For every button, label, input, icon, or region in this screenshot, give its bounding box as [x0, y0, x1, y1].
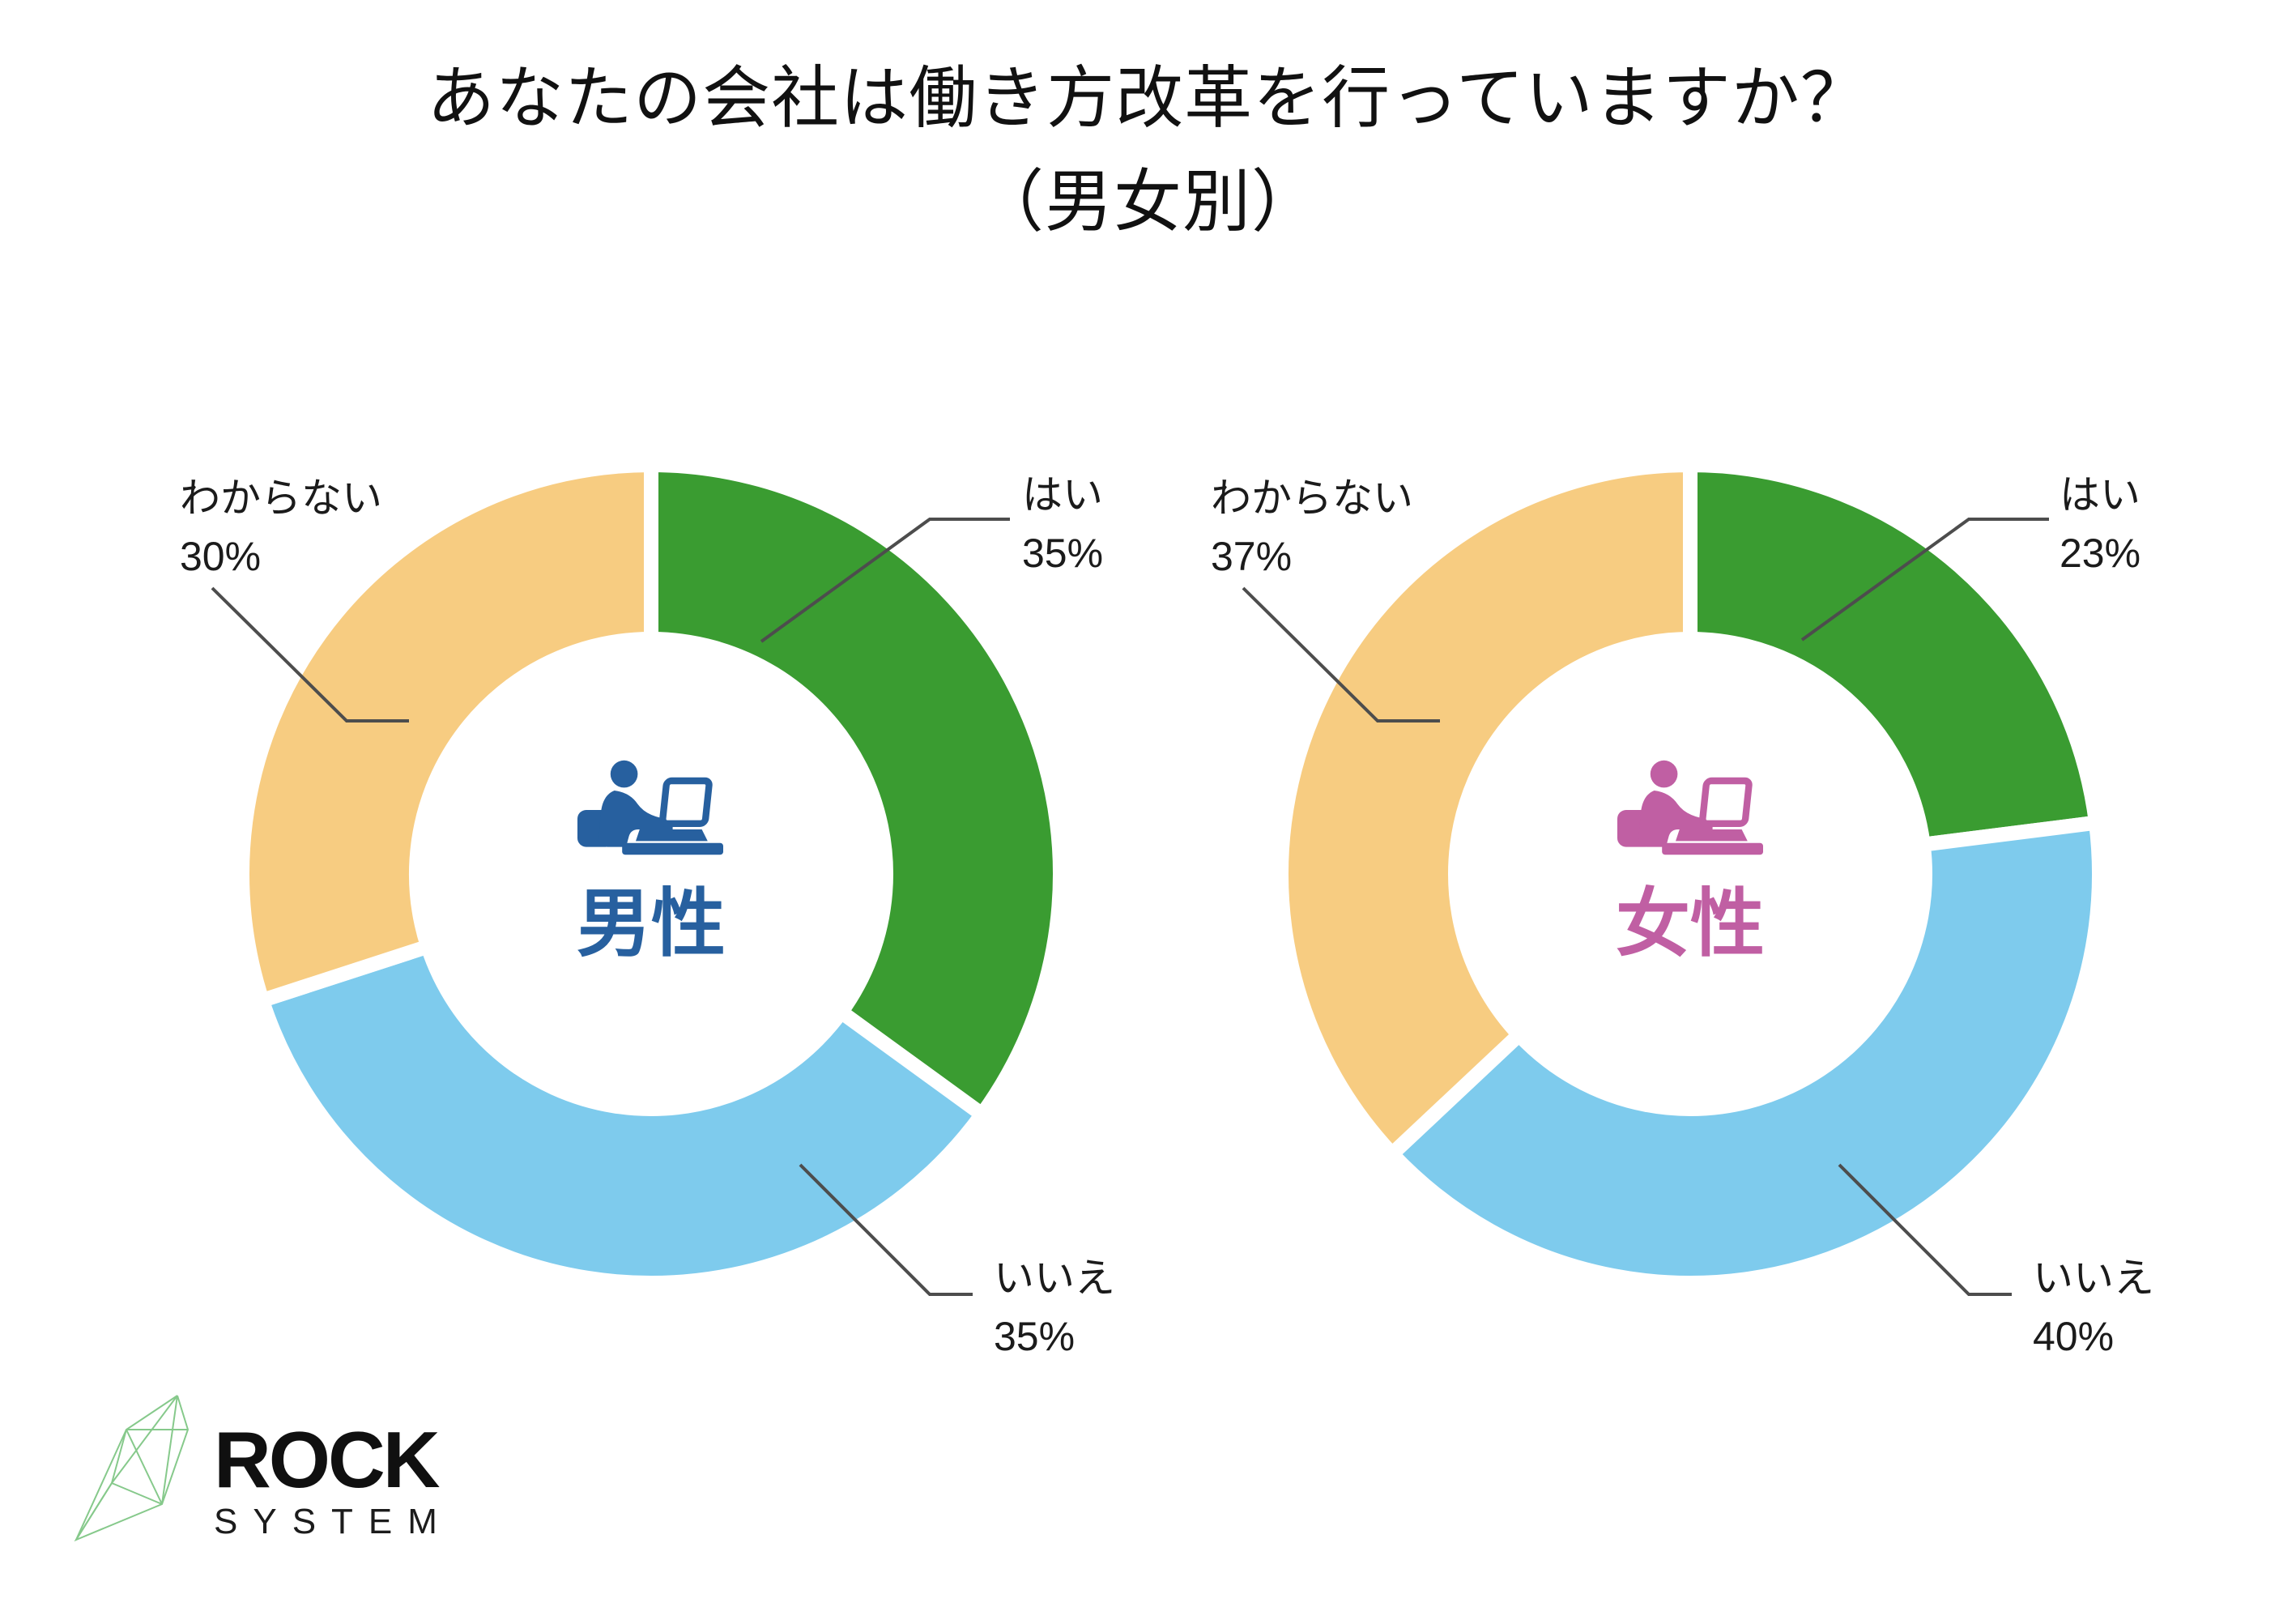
center-label-male: 男性 [577, 883, 726, 965]
leader-line-male-unknown [211, 586, 409, 723]
leader-line-female-no [1838, 1163, 2012, 1296]
donut-slice [1683, 457, 2105, 853]
center-label-female: 女性 [1616, 883, 1765, 965]
logo-brand: ROCK [214, 1415, 441, 1504]
laptop-screen-shape [659, 777, 713, 828]
body-shape [1638, 791, 1713, 847]
head-shape [610, 760, 638, 788]
slice-value-female-no: 40% [2033, 1314, 2114, 1359]
donut-female [1274, 457, 2106, 1291]
slice-value-male-yes: 35% [1022, 531, 1103, 576]
logo-sub: SYSTEM [214, 1502, 453, 1541]
laptop-keyboard-shape [1676, 829, 1748, 842]
logo-text: ROCK SYSTEM [214, 1420, 453, 1540]
donut-male [235, 457, 1067, 1290]
slice-label-male-unknown: わからない [180, 475, 382, 521]
body-shape [598, 791, 673, 847]
chart-title: あなたの会社は働き方改革を行っていますか？ （男女別） [0, 47, 2296, 254]
donut-slice [1274, 457, 1698, 1165]
leader-line-female-yes [1800, 518, 2049, 642]
leader-line-female-unknown [1242, 586, 1440, 723]
chart-title-line2: （男女別） [975, 163, 1320, 240]
slice-label-male-no: いいえ [994, 1255, 1115, 1301]
person-at-laptop-icon [577, 760, 723, 855]
leader-line-male-no [799, 1163, 973, 1296]
leader-line-male-yes [760, 518, 1010, 643]
crystal-icon [74, 1395, 190, 1542]
slice-label-female-no: いいえ [2033, 1255, 2154, 1301]
slice-label-male-yes: はい [1022, 472, 1103, 518]
desk-shape [622, 842, 723, 855]
person-at-laptop-icon [1617, 760, 1763, 855]
laptop-keyboard-shape [636, 829, 708, 842]
head-shape [1650, 760, 1678, 788]
slice-label-female-yes: はい [2060, 472, 2141, 518]
slice-value-male-unknown: 30% [180, 534, 261, 579]
logo: ROCK SYSTEM [66, 1381, 453, 1551]
slice-value-female-yes: 23% [2060, 531, 2141, 576]
donut-slice [1382, 814, 2106, 1291]
slice-value-female-unknown: 37% [1211, 534, 1292, 579]
donut-slice [644, 457, 1067, 1125]
desk-shape [1662, 842, 1763, 855]
slice-label-female-unknown: わからない [1211, 475, 1413, 521]
laptop-screen-shape [1699, 777, 1753, 828]
donut-slice [235, 457, 658, 1010]
chart-title-line1: あなたの会社は働き方改革を行っていますか？ [427, 60, 1869, 136]
slice-value-male-no: 35% [994, 1314, 1075, 1359]
donut-slice [253, 937, 993, 1290]
